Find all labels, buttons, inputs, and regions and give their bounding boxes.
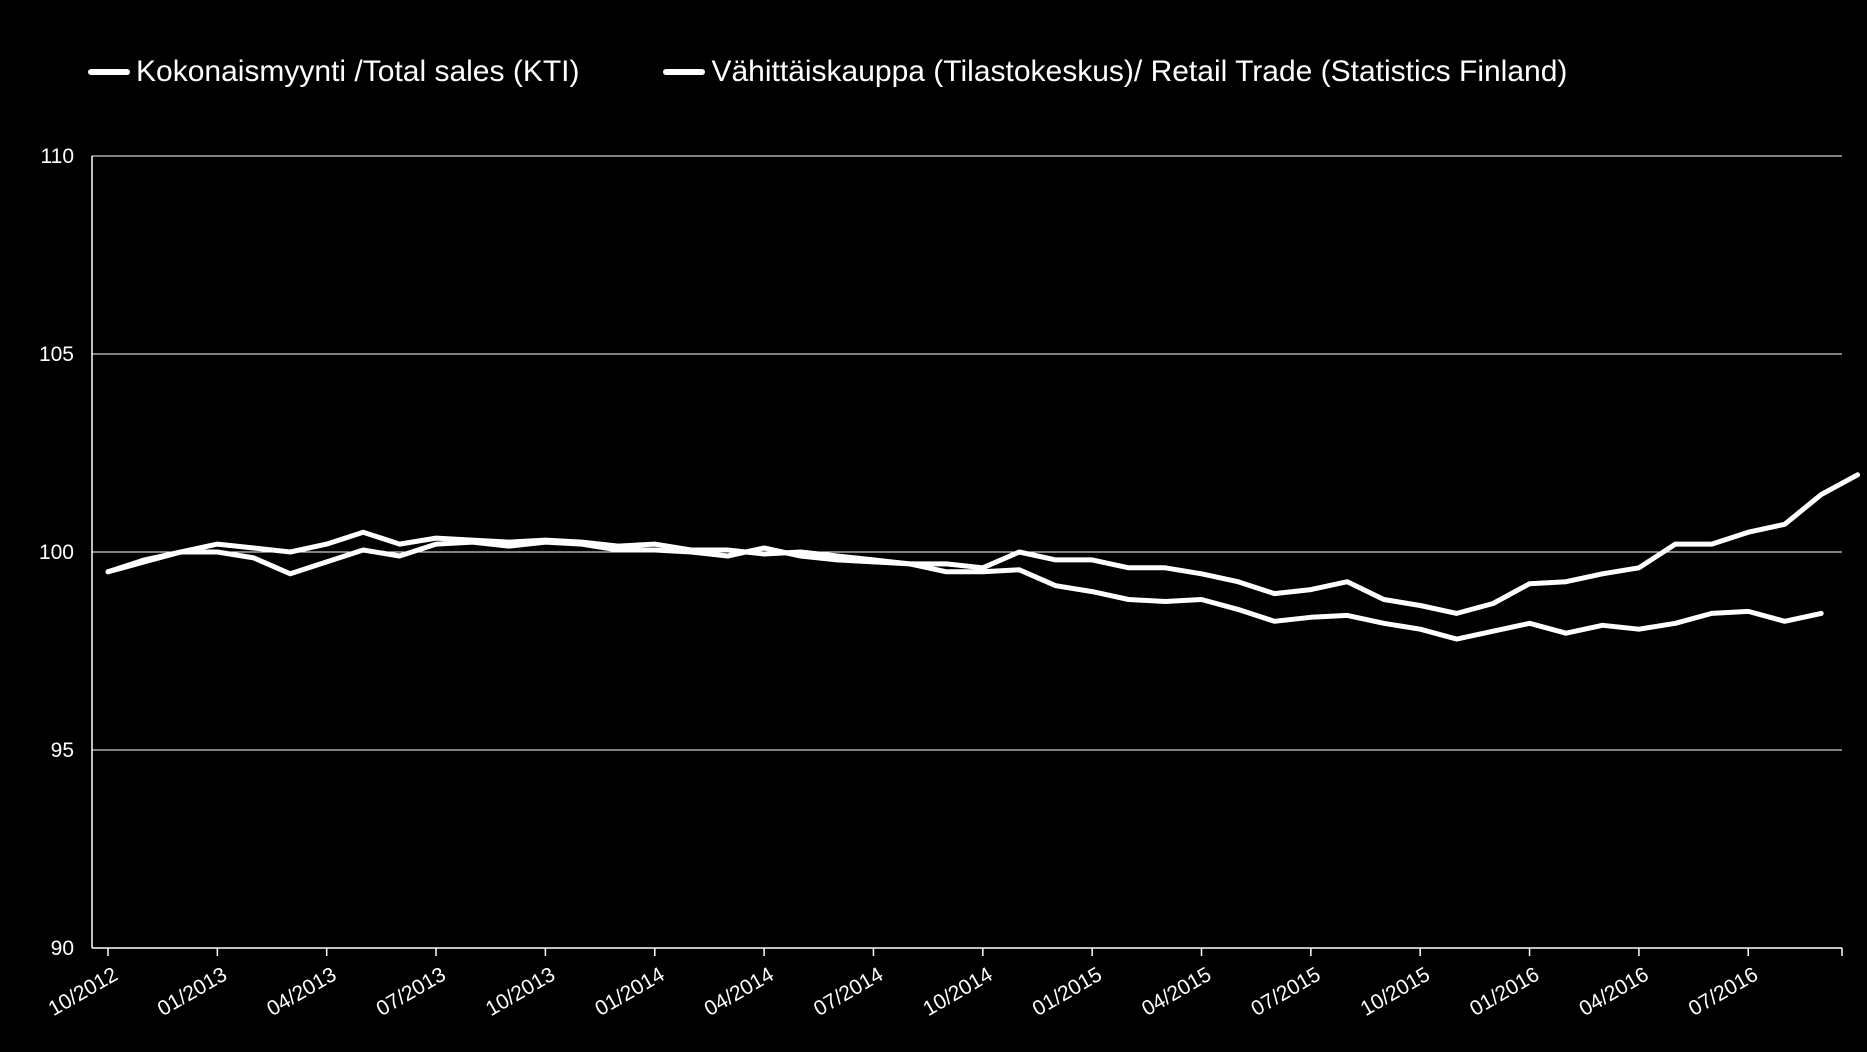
- x-tick-labels: 10/2012 01/2013 04/2013 07/2013 10/2013 01/20…: [44, 948, 1843, 1021]
- gridlines: [92, 155, 1842, 751]
- x-tick-label: 10/2014: [919, 963, 997, 1021]
- x-tick-label: 07/2014: [810, 963, 888, 1021]
- legend-swatch-total-sales: [88, 69, 130, 75]
- x-tick-label: 01/2016: [1466, 963, 1543, 1021]
- y-tick-label: 90: [51, 937, 74, 960]
- x-tick-label: 07/2013: [373, 963, 450, 1021]
- x-tick-label: 07/2016: [1685, 963, 1762, 1021]
- legend-swatch-retail-trade: [663, 69, 706, 75]
- x-tick-label: 04/2013: [263, 963, 340, 1021]
- x-tick-label: 04/2014: [701, 963, 779, 1021]
- x-tick-label: 04/2016: [1575, 963, 1652, 1021]
- x-tick-label: 01/2015: [1029, 963, 1106, 1021]
- x-tick-label: 04/2015: [1138, 963, 1215, 1021]
- y-tick-label: 95: [51, 739, 74, 762]
- x-tick-label: 10/2015: [1357, 963, 1434, 1021]
- y-tick-label: 100: [39, 541, 74, 564]
- legend-item-retail-trade: Vähittäiskauppa (Tilastokeskus)/ Retail …: [663, 55, 1567, 89]
- legend-item-total-sales: Kokonaismyynti /Total sales (KTI): [88, 55, 579, 89]
- y-tick-labels: 90 95 100 105 110: [39, 145, 74, 960]
- x-tick-label: 10/2013: [482, 963, 559, 1021]
- series-line-total-sales: [105, 472, 1861, 616]
- y-tick-label: 105: [39, 343, 74, 366]
- y-tick-label: 110: [41, 145, 74, 168]
- series-lines: [105, 472, 1861, 642]
- legend: Kokonaismyynti /Total sales (KTI) Vähitt…: [88, 55, 1651, 89]
- x-tick-label: 01/2014: [591, 963, 669, 1021]
- x-tick-label: 07/2015: [1247, 963, 1324, 1021]
- x-tick-label: 01/2013: [154, 963, 231, 1021]
- x-tick-label: 10/2012: [44, 963, 121, 1021]
- series-line-retail-trade: [105, 539, 1824, 642]
- legend-label-total-sales: Kokonaismyynti /Total sales (KTI): [136, 55, 580, 88]
- axes: [91, 156, 1842, 949]
- legend-label-retail-trade: Vähittäiskauppa (Tilastokeskus)/ Retail …: [711, 55, 1568, 88]
